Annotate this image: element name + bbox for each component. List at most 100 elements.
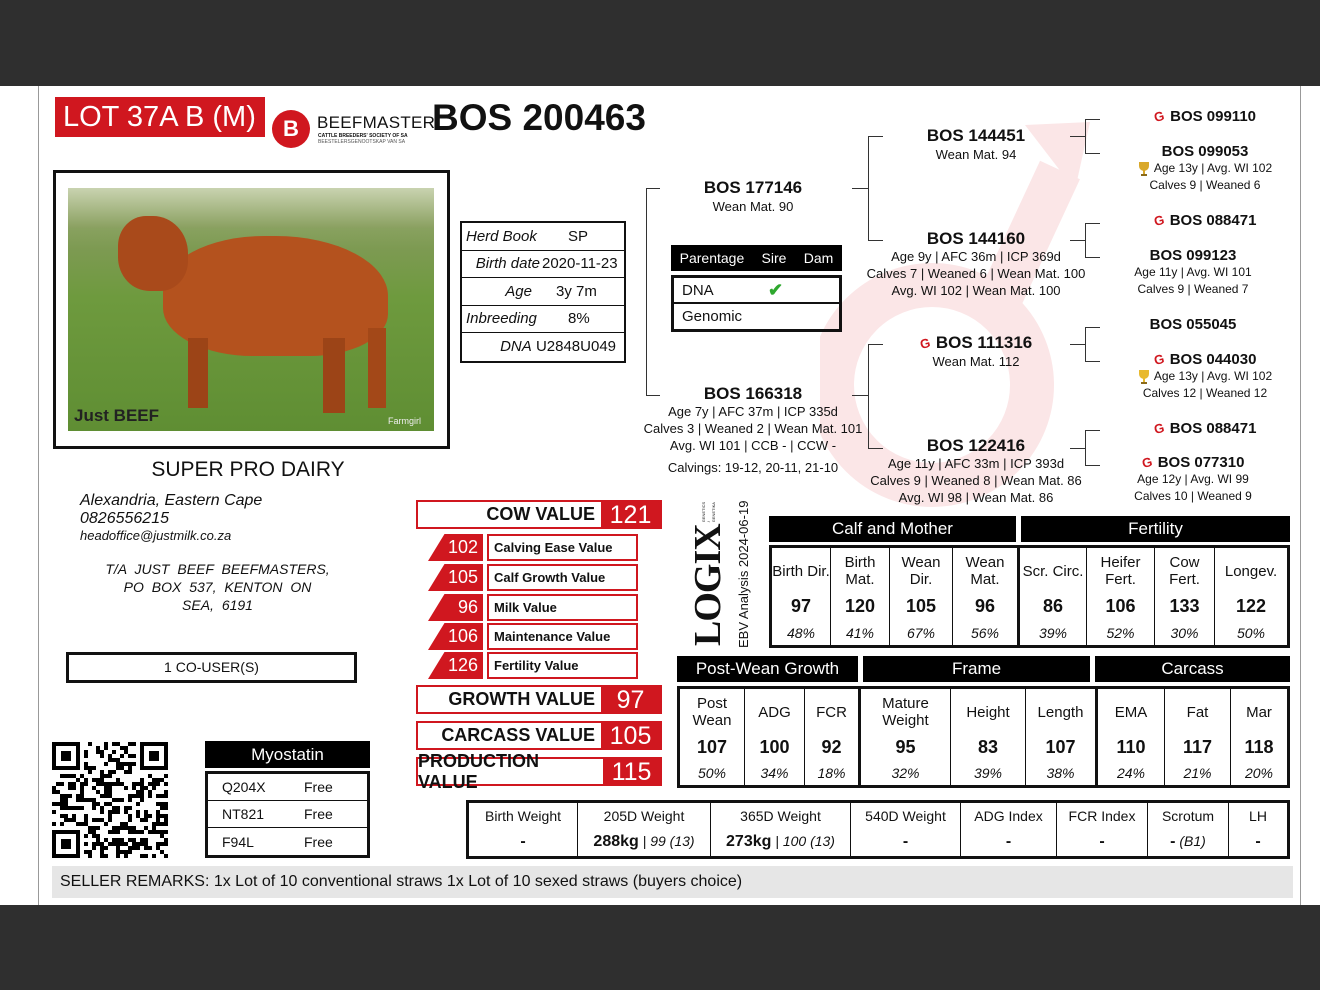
post-wean-growth-header: Post-Wean Growth [677, 656, 858, 682]
pedigree-line [1085, 465, 1100, 466]
weight-value: - [1099, 833, 1105, 851]
ebv-value: 83 [977, 736, 999, 757]
weight-column: FCR Index - [1057, 803, 1148, 856]
ebv-column: Birth Mat. 120 41% [831, 548, 890, 645]
ebv-value: 95 [895, 736, 916, 757]
trophy-icon [1138, 161, 1149, 176]
logo-subtitle-2: BEESTELERSGENOOTSKAP VAN SA [318, 139, 406, 145]
ebv-analysis-date: EBV Analysis 2024-06-19 [736, 500, 751, 648]
myostatin-row: Q204X Free [208, 774, 367, 801]
weight-index: (B1) [1175, 833, 1206, 850]
pedigree-line [1085, 361, 1100, 362]
ebv-accuracy: 67% [906, 625, 936, 641]
trophy-icon [1138, 369, 1149, 384]
genomic-tested-icon: G [1139, 453, 1154, 472]
photo-frame [53, 170, 450, 449]
ebv-column: Cow Fert. 133 30% [1155, 548, 1215, 645]
ebv-heading: Longev. [1224, 562, 1278, 580]
pedigree-bracket [1070, 448, 1085, 449]
weight-column: 205D Weight 288kg | 99 (13) [578, 803, 711, 856]
bull-photo: Just BEEF Farmgirl [68, 188, 434, 431]
ebv-column: Post Wean 107 50% [680, 689, 745, 785]
breeder-email[interactable]: headoffice@justmilk.co.za [80, 528, 232, 543]
weight-value: 273kg [726, 833, 772, 851]
ebv-column: Birth Dir. 97 48% [772, 548, 831, 645]
ebv-heading: FCR [816, 703, 847, 721]
ebv-table-calf-fertility: Birth Dir. 97 48% Birth Mat. 120 41% Wean Dir.… [769, 545, 1290, 648]
myostatin-row: F94L Free [222, 833, 333, 850]
info-row: Birth date 2020-11-23 [462, 251, 624, 278]
carcass-header: Carcass [1095, 656, 1290, 682]
info-row: DNA U2848U049 [500, 338, 616, 356]
seller-remarks: SELLER REMARKS: 1x Lot of 10 conventiona… [52, 866, 1293, 898]
ebv-value: 92 [821, 736, 842, 757]
sheet-border-right [1300, 86, 1301, 905]
ebv-value: 133 [1169, 596, 1200, 616]
animal-id: BOS 200463 [432, 97, 646, 138]
ebv-heading: Scr. Circ. [1022, 562, 1084, 580]
pedigree-line [1085, 327, 1100, 328]
ebv-column: Heifer Fert. 106 52% [1087, 548, 1155, 645]
ebv-accuracy: 24% [1116, 765, 1146, 781]
ebv-table-growth-frame-carcass: Post Wean 107 50% ADG 100 34% FCR 92 18% Mature W… [677, 686, 1290, 788]
ssd-node: BOS 099053 Age 13y | Avg. WI 102 Calves 9 … [1110, 143, 1300, 194]
ebv-value: 122 [1235, 596, 1267, 616]
weight-column: Scrotum - (B1) [1148, 803, 1229, 856]
pedigree-line [646, 188, 660, 189]
breeder-name: SUPER PRO DAIRY [151, 458, 345, 481]
sire-dam-node: BOS 144160 Age 9y | AFC 36m | ICP 369d Cal… [866, 229, 1086, 299]
weight-value: - [902, 833, 909, 851]
ebv-accuracy: 50% [1236, 625, 1266, 641]
weight-value: - [1255, 833, 1261, 851]
ebv-accuracy: 50% [697, 765, 727, 781]
ebv-heading: Heifer Fert. [1100, 554, 1141, 588]
dam-sire-node: G BOS 111316 Wean Mat. 112 [917, 333, 1033, 369]
breeder-location: Alexandria, Eastern Cape [80, 492, 263, 509]
ebv-value: 100 [759, 736, 790, 757]
ebv-value: 107 [696, 736, 728, 757]
ebv-accuracy: 30% [1170, 625, 1199, 641]
production-value: PRODUCTION VALUE 115 [416, 751, 662, 792]
ebv-accuracy: 20% [1244, 765, 1274, 781]
ebv-column: Longev. 122 50% [1215, 548, 1287, 645]
pedigree-line [1085, 119, 1100, 120]
sds-node: G BOS 088471 [1151, 211, 1257, 230]
dsd-node: G BOS 044030 Age 13y | Avg. WI 102 Calves 1… [1110, 351, 1300, 402]
sdd-node: BOS 099123 Age 11y | Avg. WI 101 Calves 9 … [1134, 247, 1252, 296]
fertility-header: Fertility [1021, 516, 1290, 542]
sss-node: G BOS 099110 [1152, 107, 1257, 126]
logo-subtitle: CATTLE BREEDERS' SOCIETY OF SA [318, 133, 408, 139]
ebv-value: 86 [1042, 596, 1064, 616]
pedigree-line [1085, 223, 1086, 257]
parentage-header: Parentage Sire Dam [671, 245, 842, 271]
check-icon: ✔ [768, 279, 784, 300]
myostatin-table: Q204X Free NT821 Free F94L Free [205, 771, 370, 858]
carcass-value: CARCASS VALUE 105 [416, 721, 662, 750]
ebv-accuracy: 18% [817, 765, 846, 781]
ebv-accuracy: 48% [786, 625, 816, 641]
ebv-heading: Birth Dir. [772, 562, 830, 580]
ebv-column: Height 83 39% [951, 689, 1026, 785]
ebv-accuracy: 52% [1106, 625, 1135, 641]
pedigree-line [868, 448, 883, 449]
photo-watermark-left: Just BEEF [74, 406, 160, 425]
ebv-accuracy: 32% [891, 765, 920, 781]
ebv-column: FCR 92 18% [805, 689, 861, 785]
pedigree-line [646, 395, 660, 396]
ebv-accuracy: 39% [1038, 625, 1068, 641]
pedigree-line [1085, 153, 1100, 154]
dss-node: BOS 055045 [1149, 316, 1237, 333]
ebv-value: 106 [1105, 596, 1136, 616]
ebv-heading: Fat [1186, 703, 1209, 721]
milk-value: 96 Milk Value [428, 594, 638, 621]
ebv-value: 105 [905, 596, 937, 616]
weight-heading: 540D Weight [865, 807, 946, 824]
genomic-tested-icon: G [1151, 419, 1166, 438]
ebv-column: Mature Weight 95 32% [861, 689, 951, 785]
sire-node: BOS 177146 Wean Mat. 90 [703, 178, 803, 214]
pedigree-bracket [646, 188, 647, 396]
pedigree-line [1085, 430, 1086, 465]
pedigree-line [1085, 430, 1100, 431]
ebv-column: Wean Mat. 96 56% [953, 548, 1020, 645]
ebv-accuracy: 34% [760, 765, 789, 781]
